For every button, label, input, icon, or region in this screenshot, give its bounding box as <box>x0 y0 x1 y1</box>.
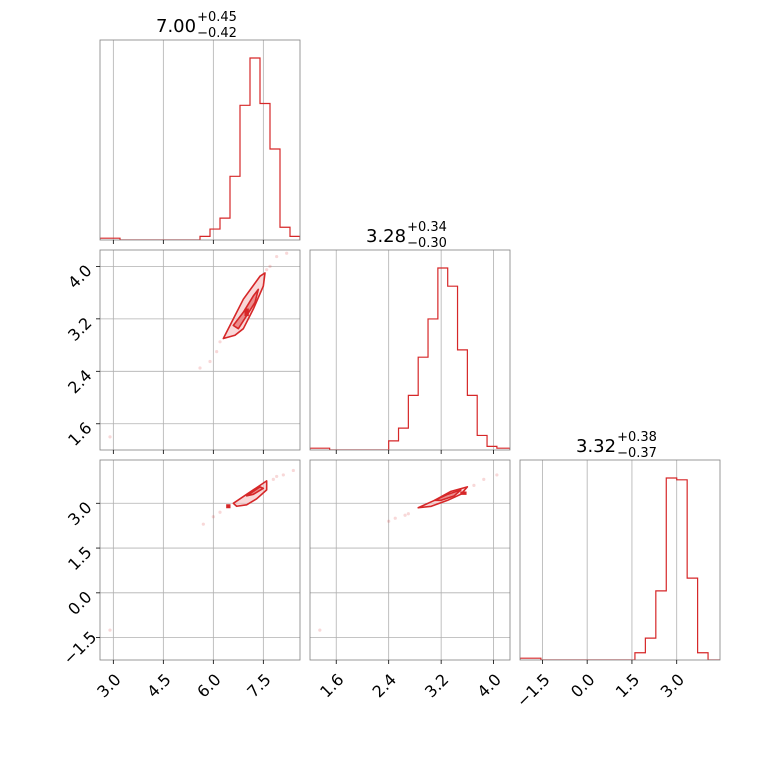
title-2: 3.32 +0.38−0.37 <box>576 430 657 461</box>
scatter-point <box>108 628 112 632</box>
title-value: 3.28 <box>366 226 406 247</box>
y-tick-label: 3.0 <box>64 498 95 529</box>
x-tick-label: 4.0 <box>473 670 504 701</box>
panel-content <box>108 468 295 632</box>
x-tick-label: 3.2 <box>421 670 452 701</box>
scatter-point <box>285 251 289 255</box>
panel-frame <box>309 459 511 661</box>
x-tick-label: 7.5 <box>243 670 274 701</box>
scatter-point <box>318 628 322 632</box>
title-minus: −0.37 <box>617 446 657 461</box>
scatter-point <box>201 522 205 526</box>
y-tick-label: 1.6 <box>64 418 95 449</box>
scatter-point <box>403 513 407 517</box>
x-tick-label: 2.4 <box>369 670 400 701</box>
grid-2-0 <box>100 460 300 660</box>
panel-frame <box>99 459 301 661</box>
scatter-points <box>318 473 499 632</box>
title-plus: +0.45 <box>197 10 237 25</box>
panel-2-0: 3.0 4.5 6.0 7.5 −1.5 0.0 1.5 3.0 <box>59 459 301 701</box>
title-value: 7.00 <box>156 16 196 37</box>
scatter-point <box>218 340 222 344</box>
contour-inner <box>433 489 462 502</box>
title-1: 3.28 +0.34−0.30 <box>366 220 447 251</box>
panel-frame <box>99 249 301 451</box>
title-minus: −0.30 <box>407 236 447 251</box>
scatter-point <box>482 477 486 482</box>
panel-frame <box>309 249 511 451</box>
scatter-points <box>108 251 289 439</box>
contour-outer <box>222 272 266 340</box>
histogram-0 <box>100 57 300 240</box>
scatter-point <box>211 515 215 519</box>
scatter-point <box>275 254 279 259</box>
panel-content <box>318 473 499 632</box>
scatter-point <box>265 268 269 272</box>
scatter-point <box>271 477 275 482</box>
panel-content <box>520 477 720 660</box>
panel-frame <box>99 39 301 241</box>
x-tick-label: 0.0 <box>567 670 598 701</box>
panel-frame <box>519 459 721 661</box>
grid-0-0 <box>112 40 264 240</box>
y-tick-label: −1.5 <box>59 627 100 668</box>
grid-1-0 <box>100 250 300 450</box>
x-tick-label: 1.5 <box>612 670 643 701</box>
y-tick-label: 4.0 <box>64 261 95 292</box>
scatter-point <box>393 516 397 520</box>
title-plus: +0.34 <box>407 220 447 235</box>
x-tick-label: 3.0 <box>93 670 124 701</box>
contour-core <box>226 504 231 509</box>
histogram-1 <box>310 267 510 450</box>
scatter-point <box>108 435 112 439</box>
panel-2-1: 1.6 2.4 3.2 4.0 <box>309 459 511 701</box>
scatter-point <box>275 474 279 479</box>
title-value: 3.32 <box>576 436 616 457</box>
panel-0-0 <box>99 39 301 244</box>
title-minus: −0.42 <box>197 26 237 41</box>
scatter-point <box>281 473 285 477</box>
scatter-point <box>218 510 222 514</box>
title-0: 7.00 +0.45−0.42 <box>156 10 237 41</box>
x-tick-label: 3.0 <box>657 670 688 701</box>
contour-core <box>460 491 467 495</box>
histogram-2 <box>520 477 720 660</box>
panel-1-1 <box>309 249 511 454</box>
scatter-point <box>495 473 499 477</box>
scatter-point <box>215 350 219 354</box>
panel-1-0: 1.6 2.4 3.2 4.0 <box>64 249 301 454</box>
scatter-point <box>198 366 202 370</box>
scatter-point <box>406 512 410 516</box>
panel-content <box>100 57 300 240</box>
x-tick-label: −1.5 <box>513 670 554 711</box>
scatter-point <box>472 483 476 487</box>
scatter-points <box>108 468 295 632</box>
grid-2-2 <box>541 460 678 660</box>
scatter-point <box>387 519 391 523</box>
contour-core <box>244 308 249 317</box>
y-tick-label: 2.4 <box>64 366 95 397</box>
x-tick-label: 1.6 <box>316 670 347 701</box>
y-tick-label: 3.2 <box>64 313 95 344</box>
panel-2-2: −1.5 0.0 1.5 3.0 <box>513 459 721 711</box>
grid-1-1 <box>335 250 495 450</box>
panel-content <box>310 267 510 450</box>
x-tick-label: 6.0 <box>193 670 224 701</box>
y-tick-label: 0.0 <box>64 587 95 618</box>
x-tick-label: 4.5 <box>143 670 174 701</box>
grid-2-1 <box>310 460 510 660</box>
scatter-point <box>291 468 295 473</box>
panel-content <box>108 251 289 439</box>
contour-inner <box>245 486 265 497</box>
title-plus: +0.38 <box>617 430 657 445</box>
y-tick-label: 1.5 <box>64 543 95 574</box>
scatter-point <box>268 264 272 268</box>
scatter-point <box>208 359 212 364</box>
